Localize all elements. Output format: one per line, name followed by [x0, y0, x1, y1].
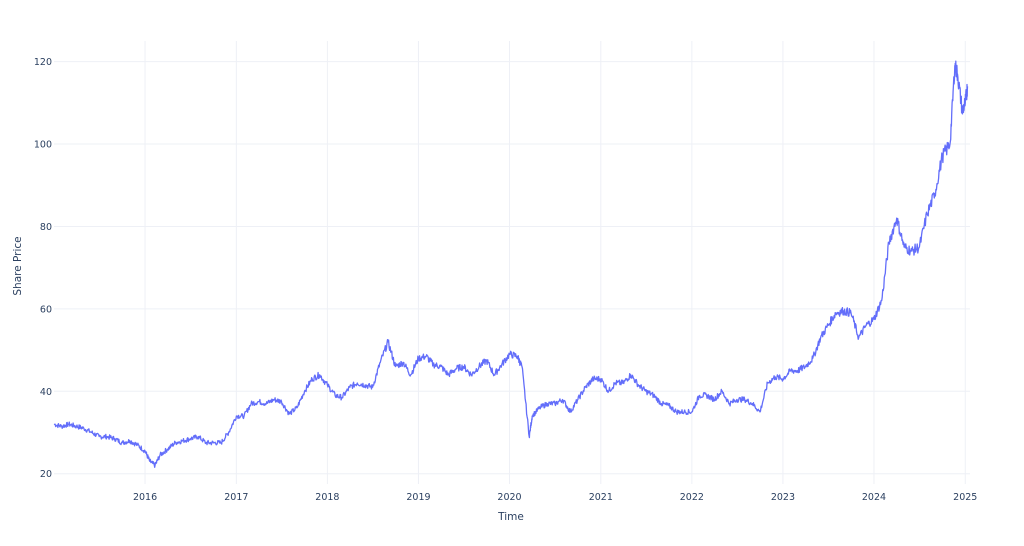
share-price-series-line — [53, 60, 969, 468]
y-tick-label: 60 — [40, 304, 52, 315]
x-tick-label: 2018 — [315, 492, 339, 503]
y-tick-label: 20 — [40, 469, 52, 480]
grid-layer — [54, 41, 970, 484]
x-tick-label: 2021 — [589, 492, 613, 503]
y-axis-ticks: 20 40 60 80 100 120 — [34, 57, 52, 480]
x-tick-label: 2024 — [862, 492, 886, 503]
y-tick-label: 120 — [34, 57, 52, 68]
x-tick-label: 2017 — [224, 492, 248, 503]
x-axis-title: Time — [497, 511, 524, 523]
x-tick-label: 2023 — [771, 492, 795, 503]
y-tick-label: 100 — [34, 140, 52, 151]
x-axis-ticks: 2016 2017 2018 2019 2020 2021 2022 2023 2024 2025 — [133, 492, 977, 503]
x-tick-label: 2022 — [680, 492, 704, 503]
line-layer — [53, 60, 969, 468]
x-tick-label: 2025 — [953, 492, 977, 503]
x-tick-label: 2020 — [497, 492, 521, 503]
y-axis-title: Share Price — [12, 236, 24, 295]
x-tick-label: 2019 — [406, 492, 430, 503]
y-tick-label: 40 — [40, 387, 52, 398]
y-tick-label: 80 — [40, 222, 52, 233]
x-tick-label: 2016 — [133, 492, 157, 503]
